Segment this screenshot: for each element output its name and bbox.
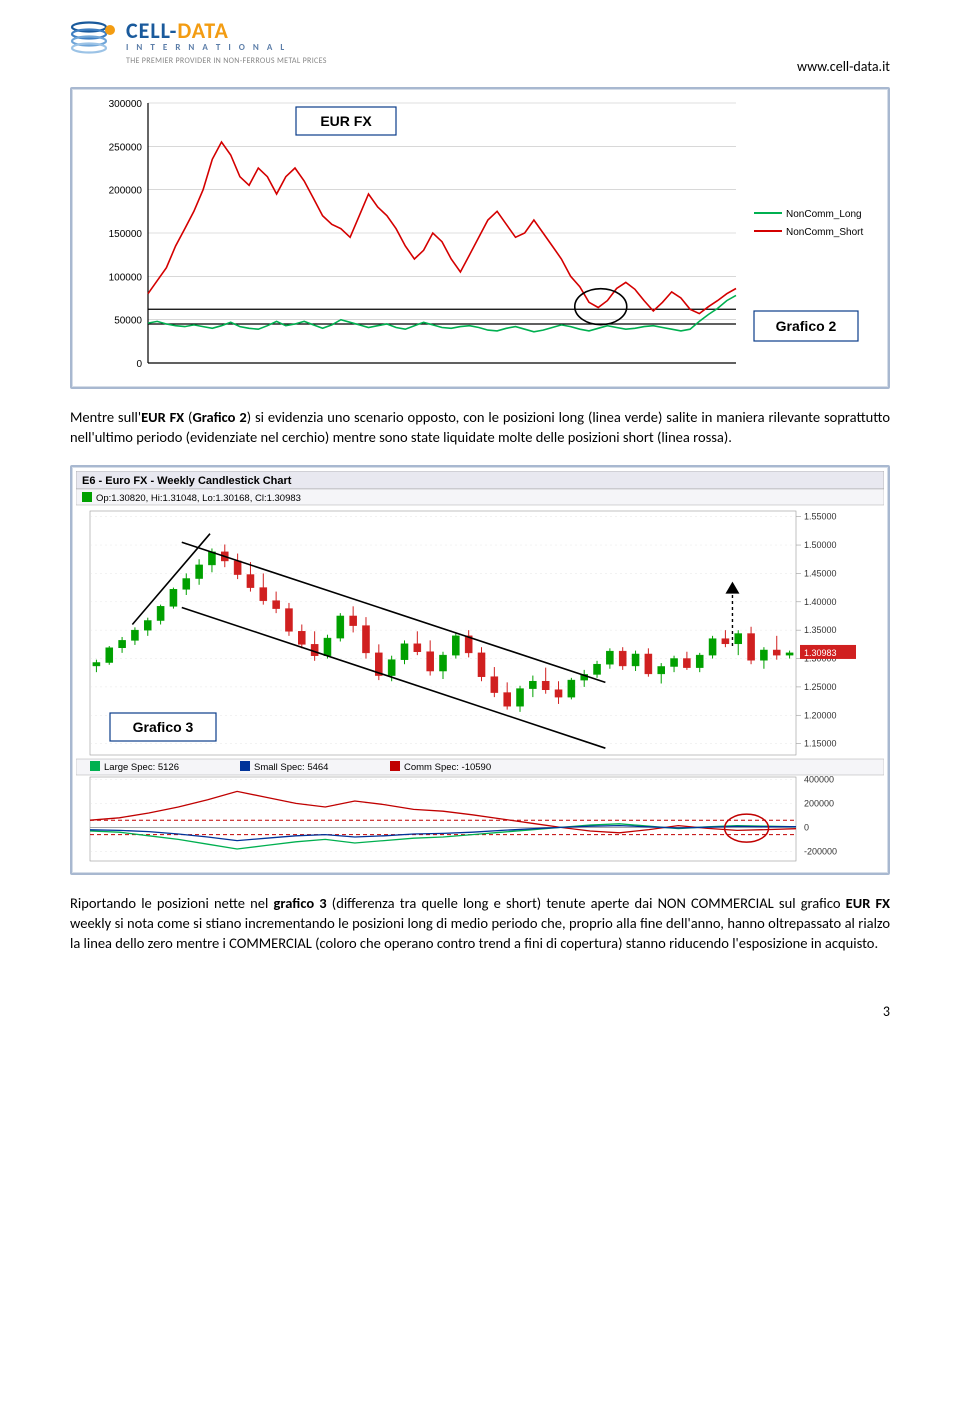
paragraph-2: Riportando le posizioni nette nel grafic… — [70, 893, 890, 953]
chart-2: E6 - Euro FX - Weekly Candlestick Chart O… — [76, 471, 884, 869]
svg-text:1.50000: 1.50000 — [804, 540, 837, 550]
svg-text:Grafico 3: Grafico 3 — [133, 719, 194, 735]
logo-block: CELL-DATA I N T E R N A T I O N A L THE … — [70, 20, 327, 66]
svg-text:50000: 50000 — [114, 316, 142, 327]
chart-1: 0 50000 100000 150000 200000 250000 300000 EUR … — [76, 93, 884, 383]
page-header: CELL-DATA I N T E R N A T I O N A L THE … — [70, 20, 890, 75]
header-url: www.cell-data.it — [797, 58, 890, 75]
logo-title: CELL-DATA — [126, 20, 327, 42]
svg-text:1.40000: 1.40000 — [804, 597, 837, 607]
svg-text:E6 - Euro FX - Weekly Candlest: E6 - Euro FX - Weekly Candlestick Chart — [82, 475, 292, 487]
svg-text:1.45000: 1.45000 — [804, 568, 837, 578]
svg-text:150000: 150000 — [109, 229, 143, 240]
paragraph-1: Mentre sull'EUR FX (Grafico 2) si eviden… — [70, 407, 890, 447]
svg-text:0: 0 — [804, 822, 809, 832]
svg-text:300000: 300000 — [109, 99, 143, 110]
svg-text:Grafico 2: Grafico 2 — [776, 318, 837, 334]
svg-text:250000: 250000 — [109, 142, 143, 153]
svg-text:NonComm_Short: NonComm_Short — [786, 227, 863, 238]
svg-text:1.25000: 1.25000 — [804, 682, 837, 692]
svg-text:1.20000: 1.20000 — [804, 710, 837, 720]
svg-text:1.15000: 1.15000 — [804, 739, 837, 749]
chart-2-frame: E6 - Euro FX - Weekly Candlestick Chart O… — [70, 465, 890, 875]
page-number: 3 — [70, 1003, 890, 1020]
svg-text:Large Spec: 5126: Large Spec: 5126 — [104, 762, 179, 773]
logo-tagline: THE PREMIER PROVIDER IN NON-FERROUS META… — [126, 56, 327, 66]
logo-subtitle: I N T E R N A T I O N A L — [126, 42, 327, 53]
cell-data-logo-icon — [70, 20, 118, 60]
svg-text:Comm Spec: -10590: Comm Spec: -10590 — [404, 762, 491, 773]
svg-text:Small Spec: 5464: Small Spec: 5464 — [254, 762, 328, 773]
svg-text:Op:1.30820, Hi:1.31048, Lo:1.3: Op:1.30820, Hi:1.31048, Lo:1.30168, Cl:1… — [96, 493, 301, 504]
chart-1-frame: 0 50000 100000 150000 200000 250000 300000 EUR … — [70, 87, 890, 389]
svg-text:-200000: -200000 — [804, 846, 837, 856]
svg-text:1.30983: 1.30983 — [804, 648, 837, 658]
svg-text:200000: 200000 — [109, 186, 143, 197]
svg-text:1.55000: 1.55000 — [804, 512, 837, 522]
svg-text:EUR FX: EUR FX — [320, 113, 372, 129]
svg-text:400000: 400000 — [804, 774, 834, 784]
svg-text:0: 0 — [136, 359, 142, 370]
svg-text:200000: 200000 — [804, 798, 834, 808]
svg-text:100000: 100000 — [109, 272, 143, 283]
svg-text:NonComm_Long: NonComm_Long — [786, 209, 862, 220]
svg-text:1.35000: 1.35000 — [804, 625, 837, 635]
